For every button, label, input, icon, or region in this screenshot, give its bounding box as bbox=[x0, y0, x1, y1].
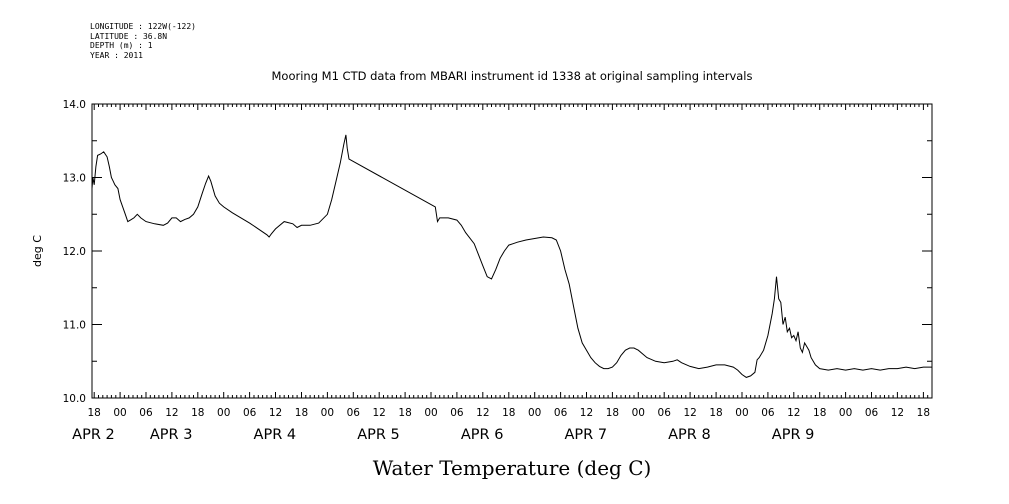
x-hour-label: 18 bbox=[191, 407, 204, 419]
x-hour-label: 18 bbox=[917, 407, 930, 419]
x-day-label: APR 8 bbox=[668, 427, 711, 443]
x-hour-label: 12 bbox=[269, 407, 282, 419]
x-hour-label: 18 bbox=[606, 407, 619, 419]
x-hour-label: 12 bbox=[891, 407, 904, 419]
x-hour-label: 18 bbox=[87, 407, 100, 419]
x-hour-label: 12 bbox=[683, 407, 696, 419]
metadata-year: YEAR : 2011 bbox=[90, 50, 143, 60]
axis-ticks bbox=[92, 103, 933, 399]
x-hour-label: 06 bbox=[347, 407, 361, 419]
x-hour-label: 06 bbox=[139, 407, 153, 419]
x-hour-label: 06 bbox=[761, 407, 775, 419]
x-hour-label: 00 bbox=[839, 407, 852, 419]
x-hour-labels: 18 00 06 12 18 00 06 12 18 00 06 12 18 00 06 12 18 00 06 12… bbox=[87, 407, 930, 419]
y-tick-label: 14.0 bbox=[63, 99, 86, 111]
y-tick-label: 10.0 bbox=[63, 393, 86, 405]
x-hour-label: 00 bbox=[424, 407, 437, 419]
x-hour-label: 06 bbox=[658, 407, 672, 419]
metadata-depth: DEPTH (m) : 1 bbox=[90, 41, 153, 50]
variable-title: Water Temperature (deg C) bbox=[373, 456, 652, 480]
y-tick-label: 13.0 bbox=[63, 173, 86, 185]
x-hour-label: 00 bbox=[113, 407, 126, 419]
x-hour-label: 18 bbox=[709, 407, 722, 419]
y-tick-label: 12.0 bbox=[63, 246, 86, 258]
x-day-label: APR 9 bbox=[772, 427, 815, 443]
metadata-longitude: LONGITUDE : 122W(-122) bbox=[90, 22, 196, 31]
metadata-latitude: LATITUDE : 36.8N bbox=[90, 31, 168, 41]
x-hour-label: 00 bbox=[321, 407, 334, 419]
y-tick-labels: 10.0 11.0 12.0 13.0 14.0 bbox=[63, 99, 86, 405]
x-day-label: APR 4 bbox=[254, 427, 297, 443]
x-day-label: APR 3 bbox=[150, 427, 193, 443]
x-hour-label: 12 bbox=[373, 407, 386, 419]
x-hour-label: 06 bbox=[865, 407, 879, 419]
x-hour-label: 00 bbox=[632, 407, 645, 419]
metadata-block: LONGITUDE : 122W(-122) LATITUDE : 36.8N … bbox=[90, 22, 196, 60]
x-hour-label: 12 bbox=[580, 407, 593, 419]
x-hour-label: 18 bbox=[295, 407, 308, 419]
x-day-label: APR 2 bbox=[72, 427, 115, 443]
x-hour-label: 18 bbox=[398, 407, 411, 419]
x-hour-label: 06 bbox=[450, 407, 464, 419]
x-day-labels: APR 2 APR 3 APR 4 APR 5 APR 6 APR 7 APR 8 APR 9 bbox=[72, 427, 814, 443]
x-hour-label: 00 bbox=[528, 407, 541, 419]
x-day-label: APR 6 bbox=[461, 427, 504, 443]
tick-marks bbox=[92, 103, 933, 399]
x-day-label: APR 7 bbox=[564, 427, 607, 443]
x-hour-label: 12 bbox=[476, 407, 489, 419]
y-axis-label: deg C bbox=[31, 235, 44, 267]
x-day-label: APR 5 bbox=[357, 427, 400, 443]
x-hour-label: 12 bbox=[787, 407, 800, 419]
x-hour-label: 06 bbox=[554, 407, 568, 419]
chart-title: Mooring M1 CTD data from MBARI instrumen… bbox=[272, 69, 753, 83]
x-hour-label: 00 bbox=[735, 407, 748, 419]
water-temperature-line bbox=[91, 134, 932, 378]
x-hour-label: 06 bbox=[243, 407, 257, 419]
x-hour-label: 12 bbox=[165, 407, 178, 419]
x-hour-label: 18 bbox=[813, 407, 826, 419]
plot-frame bbox=[91, 103, 933, 399]
x-hour-label: 00 bbox=[217, 407, 230, 419]
x-hour-label: 18 bbox=[502, 407, 515, 419]
y-tick-label: 11.0 bbox=[63, 320, 86, 332]
